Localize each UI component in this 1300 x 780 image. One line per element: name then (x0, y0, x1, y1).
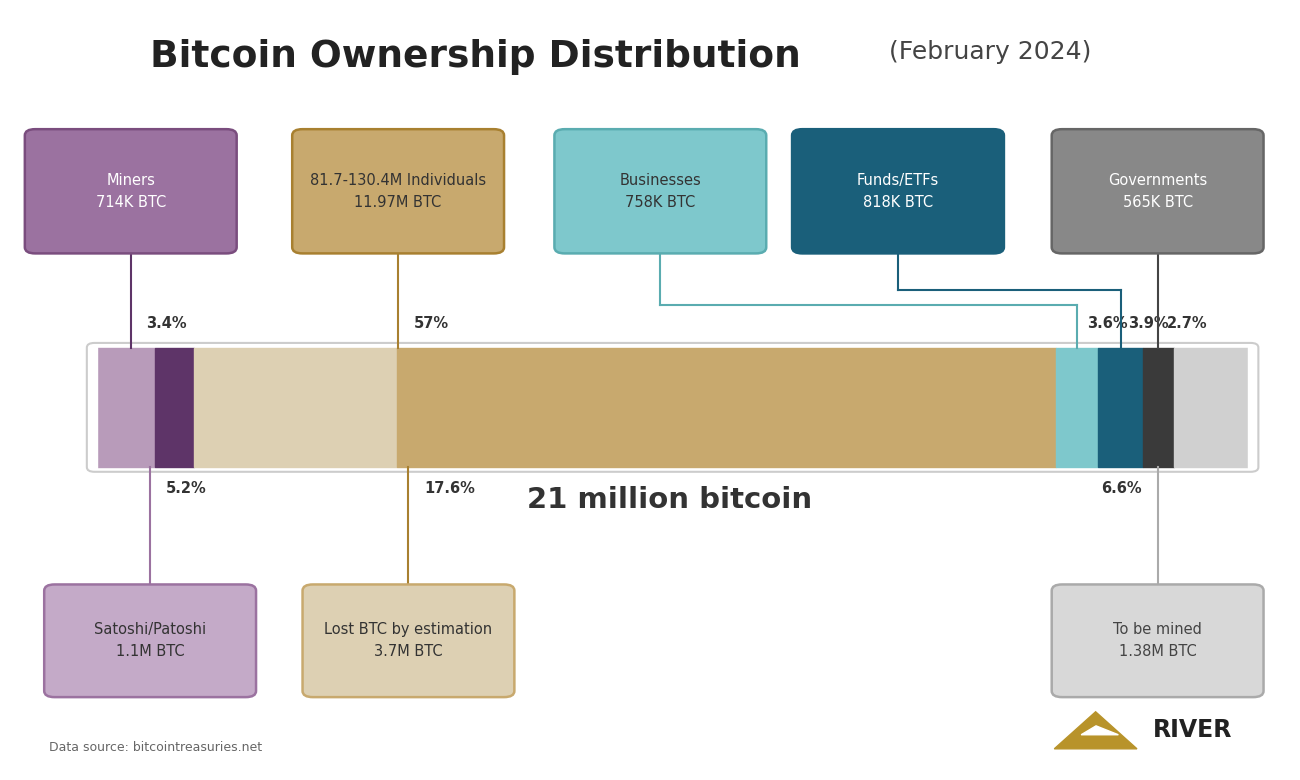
Bar (194, 348, 398, 467)
Text: Data source: bitcointreasuries.net: Data source: bitcointreasuries.net (49, 741, 263, 754)
Bar (1098, 348, 1143, 467)
Text: Businesses
758K BTC: Businesses 758K BTC (620, 172, 701, 210)
Text: (February 2024): (February 2024) (889, 41, 1091, 65)
Text: Bitcoin Ownership Distribution: Bitcoin Ownership Distribution (151, 39, 801, 75)
Text: 3.9%: 3.9% (1128, 316, 1169, 331)
Text: Governments
565K BTC: Governments 565K BTC (1108, 172, 1208, 210)
Text: 3.4%: 3.4% (146, 316, 187, 331)
Text: RIVER: RIVER (1153, 718, 1232, 743)
Text: Miners
714K BTC: Miners 714K BTC (96, 172, 166, 210)
Bar (1057, 348, 1098, 467)
Bar (95, 348, 155, 467)
Bar (398, 348, 1057, 467)
Bar (1143, 348, 1174, 467)
Polygon shape (1054, 712, 1138, 749)
Bar (155, 348, 194, 467)
Text: 17.6%: 17.6% (424, 481, 474, 496)
FancyBboxPatch shape (44, 584, 256, 697)
FancyBboxPatch shape (1052, 584, 1264, 697)
Text: Funds/ETFs
818K BTC: Funds/ETFs 818K BTC (857, 172, 939, 210)
Text: 57%: 57% (413, 316, 448, 331)
Text: 2.7%: 2.7% (1166, 316, 1208, 331)
Bar (82, 344, 98, 471)
Text: 21 million bitcoin: 21 million bitcoin (526, 487, 812, 515)
Text: 6.6%: 6.6% (1101, 481, 1143, 496)
Bar (1248, 344, 1264, 471)
FancyBboxPatch shape (554, 129, 766, 254)
FancyBboxPatch shape (292, 129, 504, 254)
FancyBboxPatch shape (303, 584, 515, 697)
Text: Lost BTC by estimation
3.7M BTC: Lost BTC by estimation 3.7M BTC (325, 622, 493, 659)
FancyBboxPatch shape (25, 129, 237, 254)
Bar (1174, 348, 1251, 467)
Polygon shape (1082, 726, 1118, 735)
Text: To be mined
1.38M BTC: To be mined 1.38M BTC (1113, 622, 1202, 659)
Text: 3.6%: 3.6% (1088, 316, 1128, 331)
Text: Satoshi/Patoshi
1.1M BTC: Satoshi/Patoshi 1.1M BTC (94, 622, 207, 659)
FancyBboxPatch shape (792, 129, 1004, 254)
Text: 5.2%: 5.2% (165, 481, 207, 496)
Text: 81.7-130.4M Individuals
11.97M BTC: 81.7-130.4M Individuals 11.97M BTC (311, 172, 486, 210)
FancyBboxPatch shape (1052, 129, 1264, 254)
